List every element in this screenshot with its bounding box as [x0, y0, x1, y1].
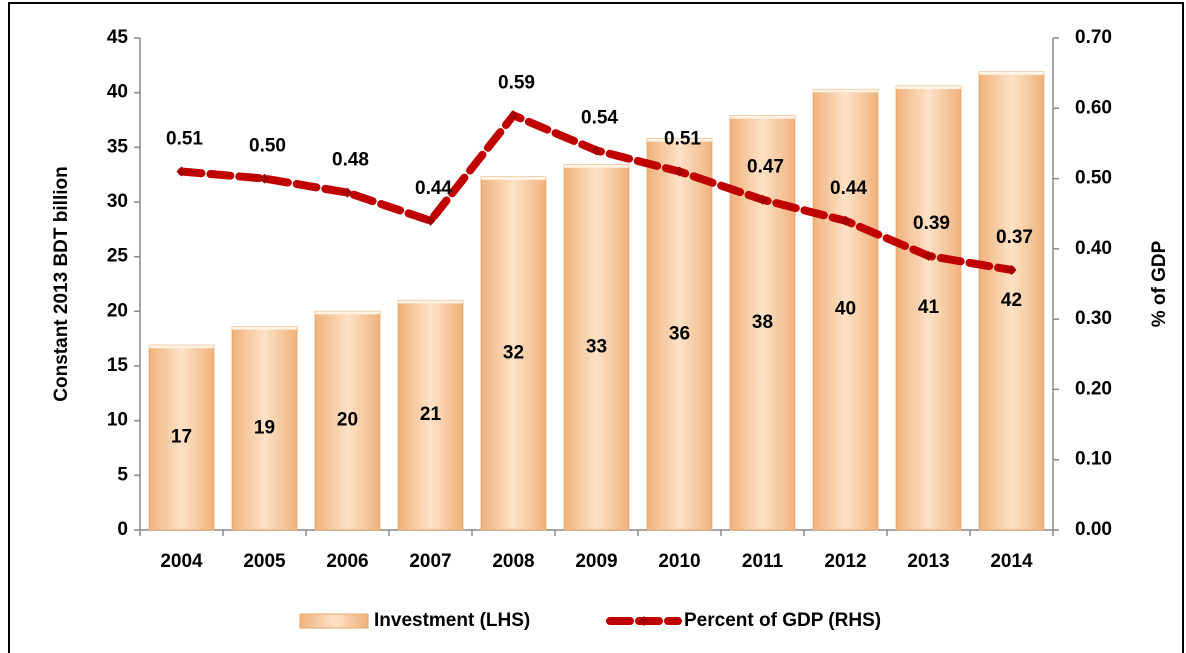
line-value-label: 0.44 [415, 178, 452, 199]
line-marker [1006, 264, 1017, 275]
bar-value-label: 38 [752, 312, 773, 333]
y-tick-label: 10 [107, 410, 128, 431]
line-value-label: 0.51 [664, 129, 701, 150]
x-tick-label: 2004 [160, 551, 203, 572]
y2-tick-label: 0.40 [1075, 238, 1112, 259]
bar [978, 71, 1045, 531]
x-tick-label: 2014 [990, 551, 1033, 572]
x-tick-label: 2009 [575, 551, 617, 572]
bar-top [398, 300, 463, 304]
y2-tick-label: 0.20 [1075, 378, 1112, 399]
line-value-label: 0.54 [581, 107, 618, 128]
bar-value-label: 21 [420, 404, 442, 425]
bar-value-label: 32 [503, 342, 524, 363]
bar-top [813, 89, 878, 93]
line-value-label: 0.59 [498, 72, 535, 93]
line-value-label: 0.44 [830, 178, 867, 199]
bar [480, 176, 547, 531]
y-tick-label: 30 [107, 191, 128, 212]
y2-tick-label: 0.30 [1075, 308, 1112, 329]
legend-marker [639, 616, 649, 626]
x-tick-label: 2008 [492, 551, 534, 572]
bar-value-label: 19 [254, 417, 275, 438]
bar-top [564, 164, 629, 168]
bar-top [481, 176, 546, 180]
line-marker [757, 194, 768, 205]
bar [729, 115, 796, 531]
bar-value-label: 17 [171, 427, 192, 448]
x-tick-label: 2012 [824, 551, 866, 572]
y2-tick-label: 0.50 [1075, 168, 1112, 189]
x-tick-label: 2011 [742, 551, 784, 572]
bar [314, 310, 381, 531]
bar [231, 326, 298, 531]
y-tick-label: 35 [107, 136, 129, 157]
x-tick-label: 2005 [243, 551, 286, 572]
line-value-label: 0.47 [747, 157, 784, 178]
bar-value-label: 33 [586, 336, 607, 357]
line-marker [176, 166, 187, 177]
y-tick-label: 20 [107, 300, 128, 321]
line-marker [923, 250, 934, 261]
bar [646, 138, 713, 531]
bar [563, 164, 630, 531]
y-axis-title: Constant 2013 BDT billion [51, 166, 72, 401]
line-value-label: 0.50 [249, 136, 286, 157]
y-tick-label: 45 [107, 27, 129, 48]
y-tick-label: 15 [107, 355, 129, 376]
y2-tick-label: 0.70 [1075, 27, 1112, 48]
bar-top [232, 326, 297, 330]
y-tick-label: 25 [107, 246, 129, 267]
line-marker [342, 187, 353, 198]
bar-value-label: 36 [669, 323, 690, 344]
legend-label: Investment (LHS) [374, 610, 530, 631]
bar-value-label: 42 [1001, 290, 1022, 311]
line-marker [508, 110, 519, 121]
frame [8, 2, 1184, 653]
y2-tick-label: 0.00 [1075, 519, 1112, 540]
bar [397, 299, 464, 531]
line-value-label: 0.51 [166, 129, 203, 150]
y-tick-label: 40 [107, 82, 128, 103]
x-tick-label: 2010 [658, 551, 700, 572]
bar-top [730, 115, 795, 119]
y2-tick-label: 0.10 [1075, 449, 1112, 470]
x-tick-label: 2007 [409, 551, 451, 572]
bar-value-label: 20 [337, 410, 358, 431]
line-value-label: 0.48 [332, 150, 369, 171]
bar-value-label: 41 [918, 297, 940, 318]
line-marker [840, 215, 851, 226]
line-marker [425, 215, 436, 226]
bar-top [149, 345, 214, 349]
y-tick-label: 0 [117, 519, 128, 540]
bar-top [647, 138, 712, 142]
bar [812, 88, 879, 531]
line-value-label: 0.39 [913, 213, 950, 234]
legend-label: Percent of GDP (RHS) [684, 610, 881, 631]
bar-top [979, 71, 1044, 75]
y2-tick-label: 0.60 [1075, 97, 1112, 118]
bar-value-label: 40 [835, 299, 856, 320]
legend-swatch [299, 613, 369, 629]
x-tick-label: 2013 [907, 551, 949, 572]
y-tick-label: 5 [117, 464, 128, 485]
line-value-label: 0.37 [996, 227, 1033, 248]
bar-top [896, 86, 961, 90]
bar [895, 85, 962, 531]
bar-top [315, 311, 380, 315]
line-marker [674, 166, 685, 177]
x-tick-label: 2006 [326, 551, 368, 572]
y2-axis-title: % of GDP [1149, 240, 1170, 327]
line-marker [259, 173, 270, 184]
line-marker [591, 145, 602, 156]
